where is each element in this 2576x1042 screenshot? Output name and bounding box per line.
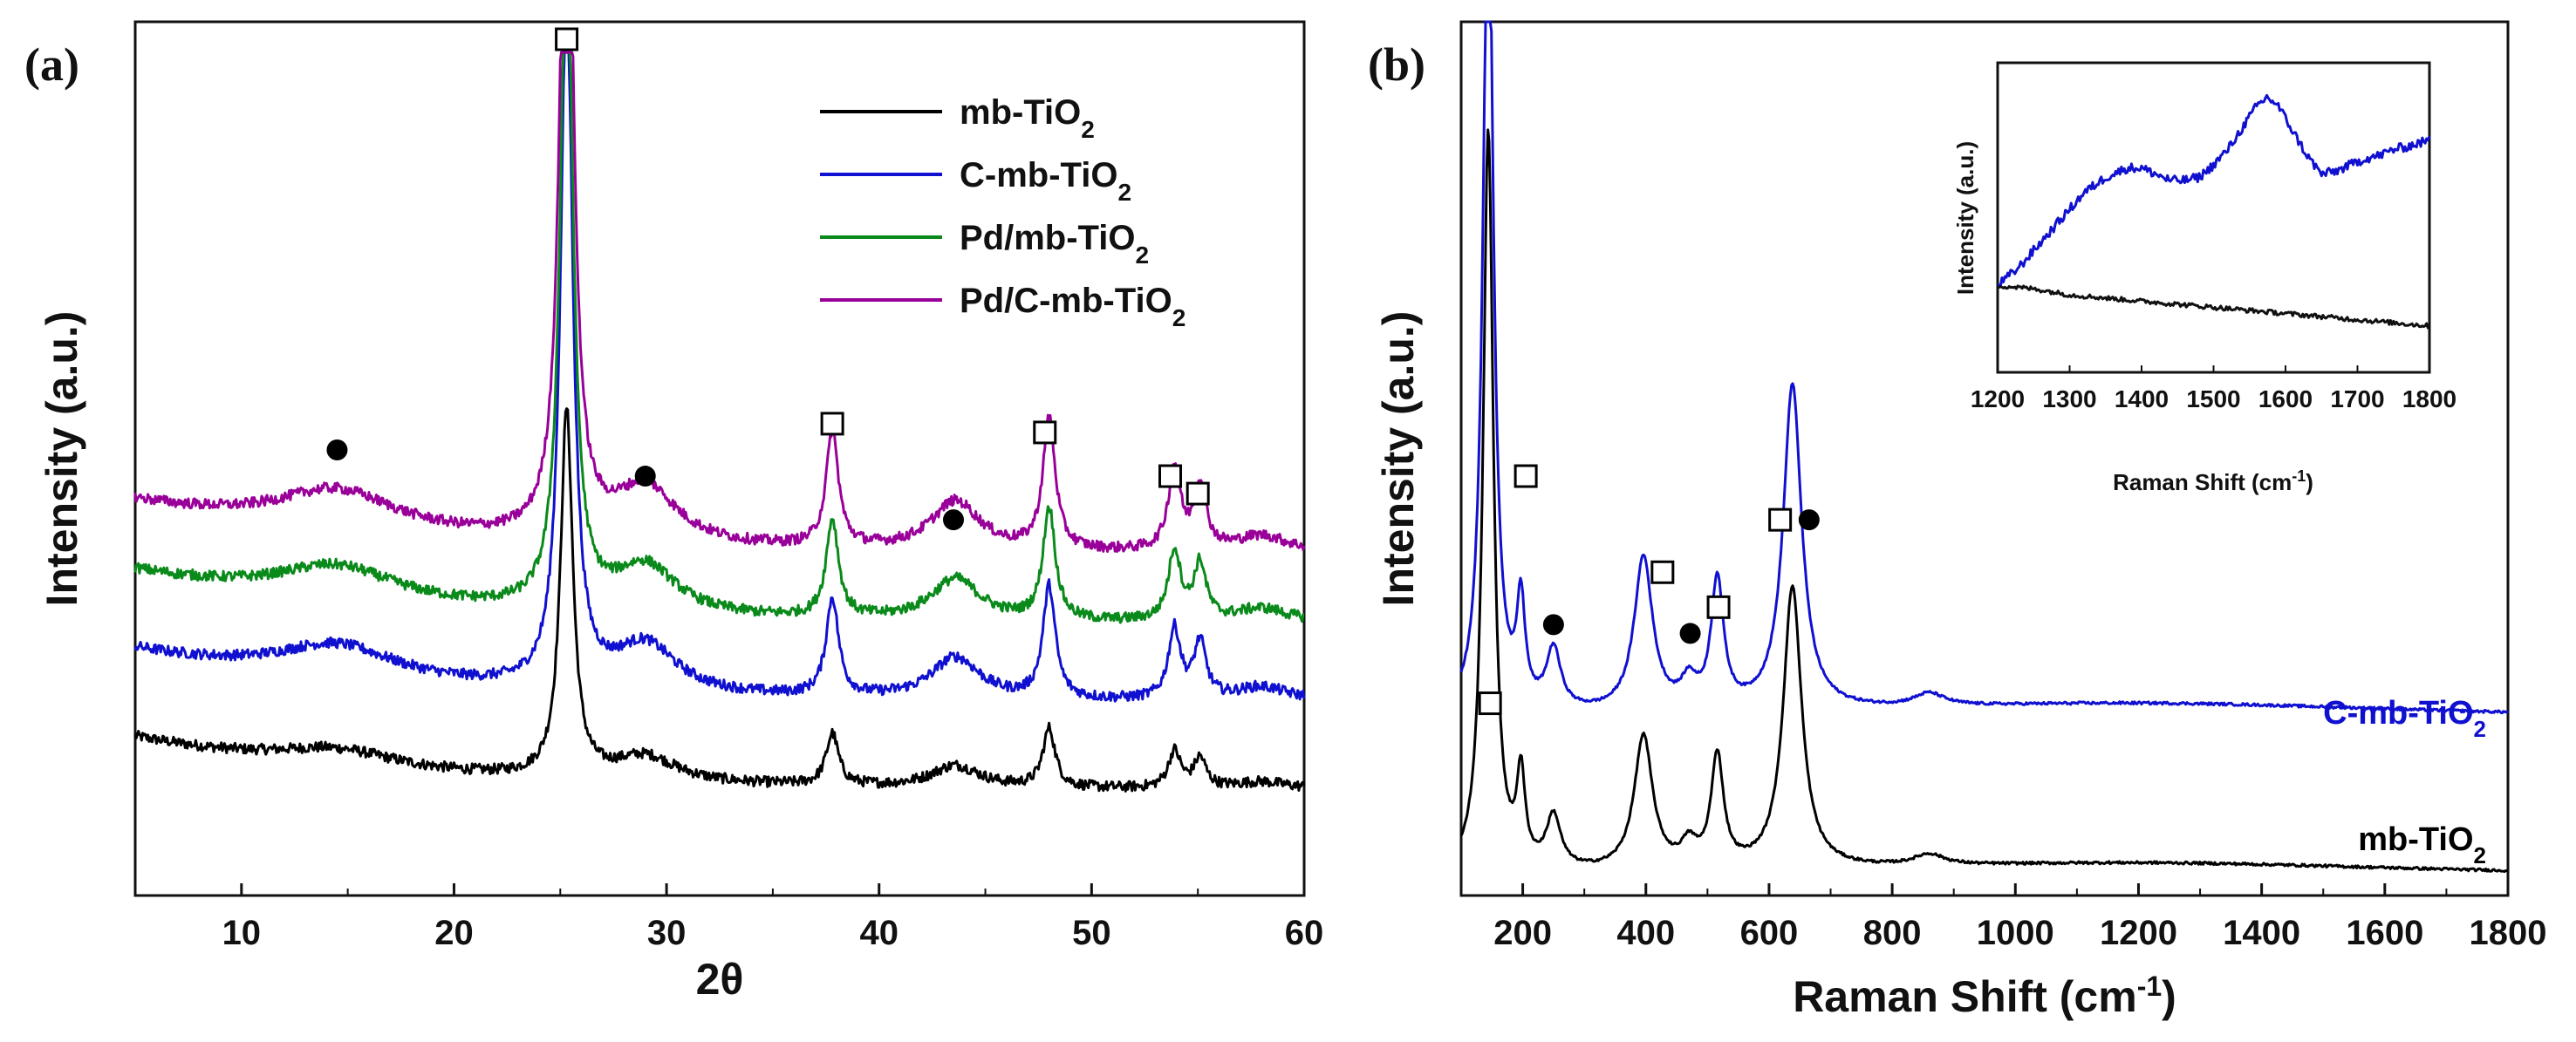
inset-x-tick-label: 1200 <box>1971 385 2025 412</box>
panel-b-curve-label-main: mb-TiO <box>2358 821 2473 858</box>
panel-b-inset-chart: 1200 1300 1400 1500 1600 1700 1800 Raman Shift… <box>1952 61 2456 495</box>
panel-a-x-tick-label: 50 <box>1072 914 1111 952</box>
panel-a-x-ticks: 10 20 30 40 50 60 <box>134 883 1324 952</box>
panel-b-x-tick-label: 200 <box>1493 914 1552 952</box>
inset-x-tick-label: 1800 <box>2402 385 2456 412</box>
panel-a-legend-label-main: Pd/mb-TiO <box>960 219 1135 257</box>
panel-a-x-tick-label: 60 <box>1285 914 1324 952</box>
panel-b-curve-label-sub: 2 <box>2474 716 2486 742</box>
panel-b-curve-label: C-mb-TiO2 <box>2323 695 2486 742</box>
panel-a-square-marker <box>555 27 579 51</box>
panel-b-x-tick-label: 1800 <box>2470 914 2547 952</box>
inset-x-tick-label: 1600 <box>2258 385 2313 412</box>
panel-b-x-tick-label: 1000 <box>1977 914 2054 952</box>
inset-x-axis-title-main: Raman Shift (cm <box>2113 469 2292 495</box>
panel-b-x-tick-label: 1200 <box>2100 914 2177 952</box>
panel-b-x-tick-label: 600 <box>1740 914 1799 952</box>
panel-a-legend-label-sub: 2 <box>1081 116 1095 143</box>
panel-a-legend-label: mb-TiO2 <box>960 93 1095 143</box>
panel-a-x-tick-label: 10 <box>222 914 262 952</box>
panel-b-x-axis-title-main: Raman Shift (cm <box>1793 972 2137 1021</box>
panel-b-curve-label-main: C-mb-TiO <box>2323 695 2473 732</box>
inset-series-line-1 <box>1997 93 2431 288</box>
panel-a-plot-frame <box>133 20 1306 897</box>
panel-a-series-line-2 <box>133 51 1306 703</box>
panel-a-y-axis-title: Intensity (a.u.) <box>38 311 86 607</box>
panel-b-x-ticks: 200 400 600 800 1000 1200 1400 1600 1800 <box>1460 883 2547 952</box>
panel-b-anatase-circle-marker <box>1798 509 1820 531</box>
panel-a-legend-label-sub: 2 <box>1135 242 1149 269</box>
panel-a-legend-label-sub: 2 <box>1172 304 1186 331</box>
panel-b-y-axis-title: Intensity (a.u.) <box>1374 311 1423 607</box>
panel-b-plot-frame <box>1459 20 2510 897</box>
panel-a-x-axis-title: 2θ <box>696 955 744 1004</box>
panel-a-square-marker <box>1033 420 1057 445</box>
inset-x-tick-label: 1300 <box>2042 385 2096 412</box>
panel-a-x-tick-label: 30 <box>647 914 687 952</box>
panel-b-x-axis-title: Raman Shift (cm-1) <box>1793 970 2176 1021</box>
panel-a-legend-label-sub: 2 <box>1117 179 1131 206</box>
inset-x-axis-title-sup: -1 <box>2292 467 2306 485</box>
panel-a-legend-label-main: mb-TiO <box>960 93 1081 132</box>
panel-b-anatase-circle-marker <box>1679 623 1701 644</box>
panel-a-x-tick-label: 20 <box>434 914 474 952</box>
inset-y-axis-title: Intensity (a.u.) <box>1952 141 1978 295</box>
panel-a-x-tick-label: 40 <box>859 914 899 952</box>
inset-x-tick-label: 1700 <box>2330 385 2384 412</box>
panel-b-x-axis-title-close: ) <box>2162 972 2176 1021</box>
panel-b-x-tick-label: 400 <box>1616 914 1675 952</box>
panel-a-phase-markers <box>326 27 1210 531</box>
inset-series <box>1997 93 2431 330</box>
panel-b-series-line-1 <box>1459 128 2509 874</box>
inset-series-line-2 <box>1997 284 2431 330</box>
panel-a-legend-label: Pd/mb-TiO2 <box>960 219 1149 269</box>
panel-b-x-tick-label: 800 <box>1863 914 1922 952</box>
inset-x-axis-title: Raman Shift (cm-1) <box>2113 467 2313 495</box>
panel-b-square-marker <box>1513 464 1538 488</box>
panel-b-square-marker <box>1650 560 1675 584</box>
panel-a-series-line-4 <box>133 51 1306 553</box>
inset-x-tick-label: 1400 <box>2115 385 2169 412</box>
panel-b-square-marker <box>1706 595 1731 619</box>
panel-b-x-tick-label: 1400 <box>2223 914 2300 952</box>
panel-b-curve-label: mb-TiO2 <box>2358 821 2486 868</box>
inset-x-axis-title-close: ) <box>2306 469 2313 495</box>
panel-a-legend-label-main: C-mb-TiO <box>960 156 1117 194</box>
panel-a-legend-label: Pd/C-mb-TiO2 <box>960 282 1186 331</box>
panel-a-legend-label-main: Pd/C-mb-TiO <box>960 282 1172 320</box>
panel-b-raman-chart: (b) 200 400 600 800 1000 1200 1400 1600 1800 Ram… <box>1368 20 2547 1021</box>
panel-b-series <box>1459 20 2510 874</box>
panel-a-legend-label: C-mb-TiO2 <box>960 156 1131 206</box>
panel-a-series <box>133 51 1306 793</box>
panel-a-anatase-circle-marker <box>326 439 348 460</box>
panel-a-anatase-circle-marker <box>943 509 964 531</box>
panel-a-square-marker <box>820 412 844 436</box>
panel-b-series-line-2 <box>1459 20 2510 715</box>
panel-b-anatase-circle-marker <box>1542 614 1564 636</box>
panel-a-series-line-3 <box>133 51 1305 624</box>
panel-b-square-marker <box>1478 691 1502 716</box>
panel-b-label: (b) <box>1368 38 1425 91</box>
panel-a-label: (a) <box>24 38 79 91</box>
panel-b-x-axis-title-sup: -1 <box>2137 970 2162 1002</box>
panel-a-xrd-chart: (a) 10 20 30 40 50 60 2θ Intensity (a.u.) mb-… <box>24 20 1324 1004</box>
panel-a-anatase-circle-marker <box>634 466 656 487</box>
panel-b-curve-label-sub: 2 <box>2474 842 2486 868</box>
panel-a-square-marker <box>1158 464 1183 488</box>
panel-b-phase-markers <box>1478 464 1820 716</box>
inset-x-tick-label: 1500 <box>2186 385 2240 412</box>
panel-a-series-line-1 <box>133 407 1306 793</box>
inset-plot-frame <box>1996 61 2431 374</box>
panel-a-square-marker <box>1186 481 1210 506</box>
inset-x-ticks: 1200 1300 1400 1500 1600 1700 1800 <box>1971 365 2456 412</box>
panel-b-square-marker <box>1768 507 1793 532</box>
panel-b-x-tick-label: 1600 <box>2346 914 2423 952</box>
